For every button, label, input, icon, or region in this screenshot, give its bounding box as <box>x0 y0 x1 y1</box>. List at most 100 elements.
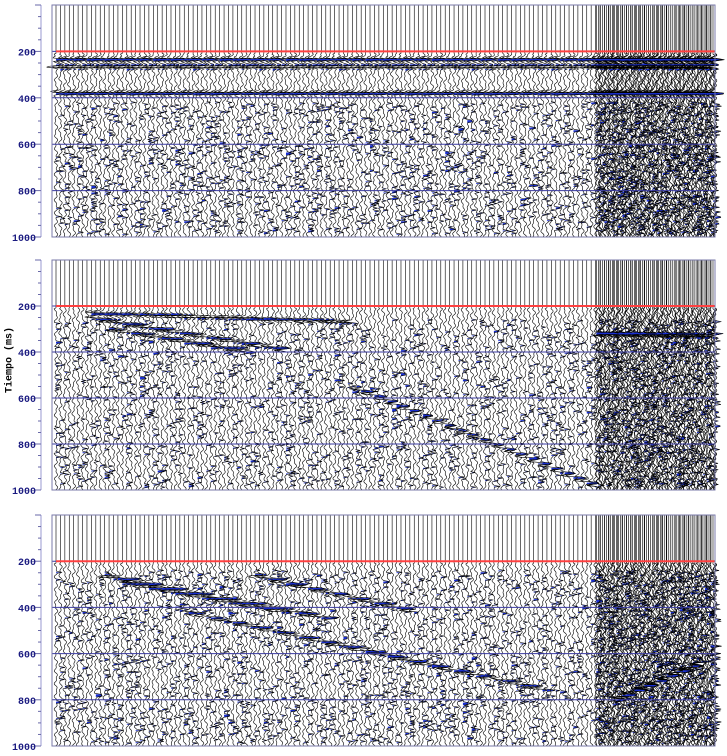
seismic-trace <box>688 5 707 238</box>
seismic-trace <box>698 5 716 238</box>
seismic-trace <box>126 5 144 238</box>
seismic-trace <box>565 260 580 491</box>
trace-fill <box>551 64 555 66</box>
seismic-trace <box>100 260 119 491</box>
seismic-trace <box>619 5 636 238</box>
seismic-trace <box>604 5 624 238</box>
seismic-trace <box>657 5 674 237</box>
seismic-trace <box>612 5 629 238</box>
seismic-trace <box>691 5 708 238</box>
seismic-trace <box>566 5 583 238</box>
seismic-trace <box>457 5 477 238</box>
trace-fill <box>321 69 324 70</box>
seismic-trace <box>664 5 684 238</box>
seismic-trace <box>276 5 296 238</box>
seismic-trace <box>537 5 556 238</box>
seismic-trace <box>162 5 182 238</box>
trace-fill <box>73 64 77 66</box>
trace-fill <box>715 216 721 219</box>
trace-fill <box>652 64 655 66</box>
seismic-trace <box>343 5 362 238</box>
seismic-trace <box>149 260 167 491</box>
trace-fill <box>170 332 174 334</box>
trace-fill <box>153 352 160 355</box>
seismic-trace <box>590 5 606 238</box>
seismic-trace <box>374 5 394 238</box>
seismic-trace <box>561 5 578 238</box>
seismic-trace <box>159 5 176 238</box>
seismic-trace <box>701 5 720 238</box>
seismic-trace <box>273 5 290 238</box>
seismic-trace <box>629 5 648 238</box>
trace-fill <box>153 314 162 317</box>
seismic-trace <box>357 5 376 238</box>
seismic-trace <box>687 5 708 238</box>
seismic-trace <box>175 5 193 238</box>
seismic-trace <box>590 5 608 238</box>
trace-fill <box>166 314 173 317</box>
seismic-trace <box>225 5 242 238</box>
seismic-trace <box>404 5 423 238</box>
trace-fill <box>704 69 708 70</box>
trace-fill <box>272 58 282 61</box>
trace-fill <box>698 69 702 70</box>
trace-fill <box>157 338 164 341</box>
trace-fill <box>166 338 175 341</box>
seismic-trace <box>440 260 453 491</box>
seismic-trace <box>686 5 702 238</box>
seismic-trace <box>489 5 508 238</box>
trace-fill <box>117 355 125 358</box>
trace-fill <box>682 149 690 151</box>
trace-fill <box>126 313 136 316</box>
trace-fill <box>712 64 716 66</box>
trace-fill <box>184 58 193 61</box>
seismic-trace <box>433 5 450 238</box>
seismic-trace <box>64 5 83 238</box>
seismic-trace <box>409 5 428 238</box>
trace-fill <box>485 64 488 66</box>
seismic-trace <box>617 5 634 238</box>
seismic-trace <box>197 260 213 491</box>
seismic-trace <box>597 5 616 238</box>
trace-fill <box>175 313 182 316</box>
seismic-trace <box>687 5 705 238</box>
seismic-trace <box>668 5 686 238</box>
seismic-trace <box>643 5 663 238</box>
trace-fill <box>294 58 303 61</box>
seismic-trace <box>189 260 208 491</box>
trace-fill <box>325 69 330 70</box>
seismic-trace <box>109 260 126 491</box>
seismic-trace <box>555 5 575 238</box>
seismic-trace <box>114 260 132 491</box>
seismic-trace <box>432 260 445 491</box>
seismic-trace <box>468 5 485 238</box>
trace-fill <box>179 318 183 320</box>
seismic-trace <box>238 260 256 491</box>
trace-fill <box>440 58 450 61</box>
seismic-trace <box>105 260 121 491</box>
seismic-trace <box>625 5 642 238</box>
trace-fill <box>378 58 388 61</box>
panel-frame <box>51 4 716 238</box>
trace-fill <box>396 58 405 61</box>
trace-fill <box>193 342 201 345</box>
seismic-trace <box>216 5 234 238</box>
trace-fill <box>569 69 573 70</box>
seismic-trace <box>372 260 388 491</box>
seismic-trace <box>387 5 405 238</box>
y-tick-label: 200 <box>18 303 36 314</box>
seismic-trace <box>181 260 196 491</box>
seismic-trace <box>269 5 286 238</box>
seismic-trace <box>622 5 641 238</box>
seismic-trace <box>221 5 238 238</box>
seismic-trace <box>599 5 618 238</box>
seismic-trace <box>172 5 188 238</box>
seismic-trace <box>530 5 546 238</box>
trace-fill <box>573 58 582 61</box>
seismic-trace <box>542 5 560 238</box>
seismic-trace <box>109 5 126 238</box>
seismic-trace <box>51 5 69 238</box>
seismic-trace <box>507 5 527 238</box>
seismic-trace <box>123 5 140 238</box>
